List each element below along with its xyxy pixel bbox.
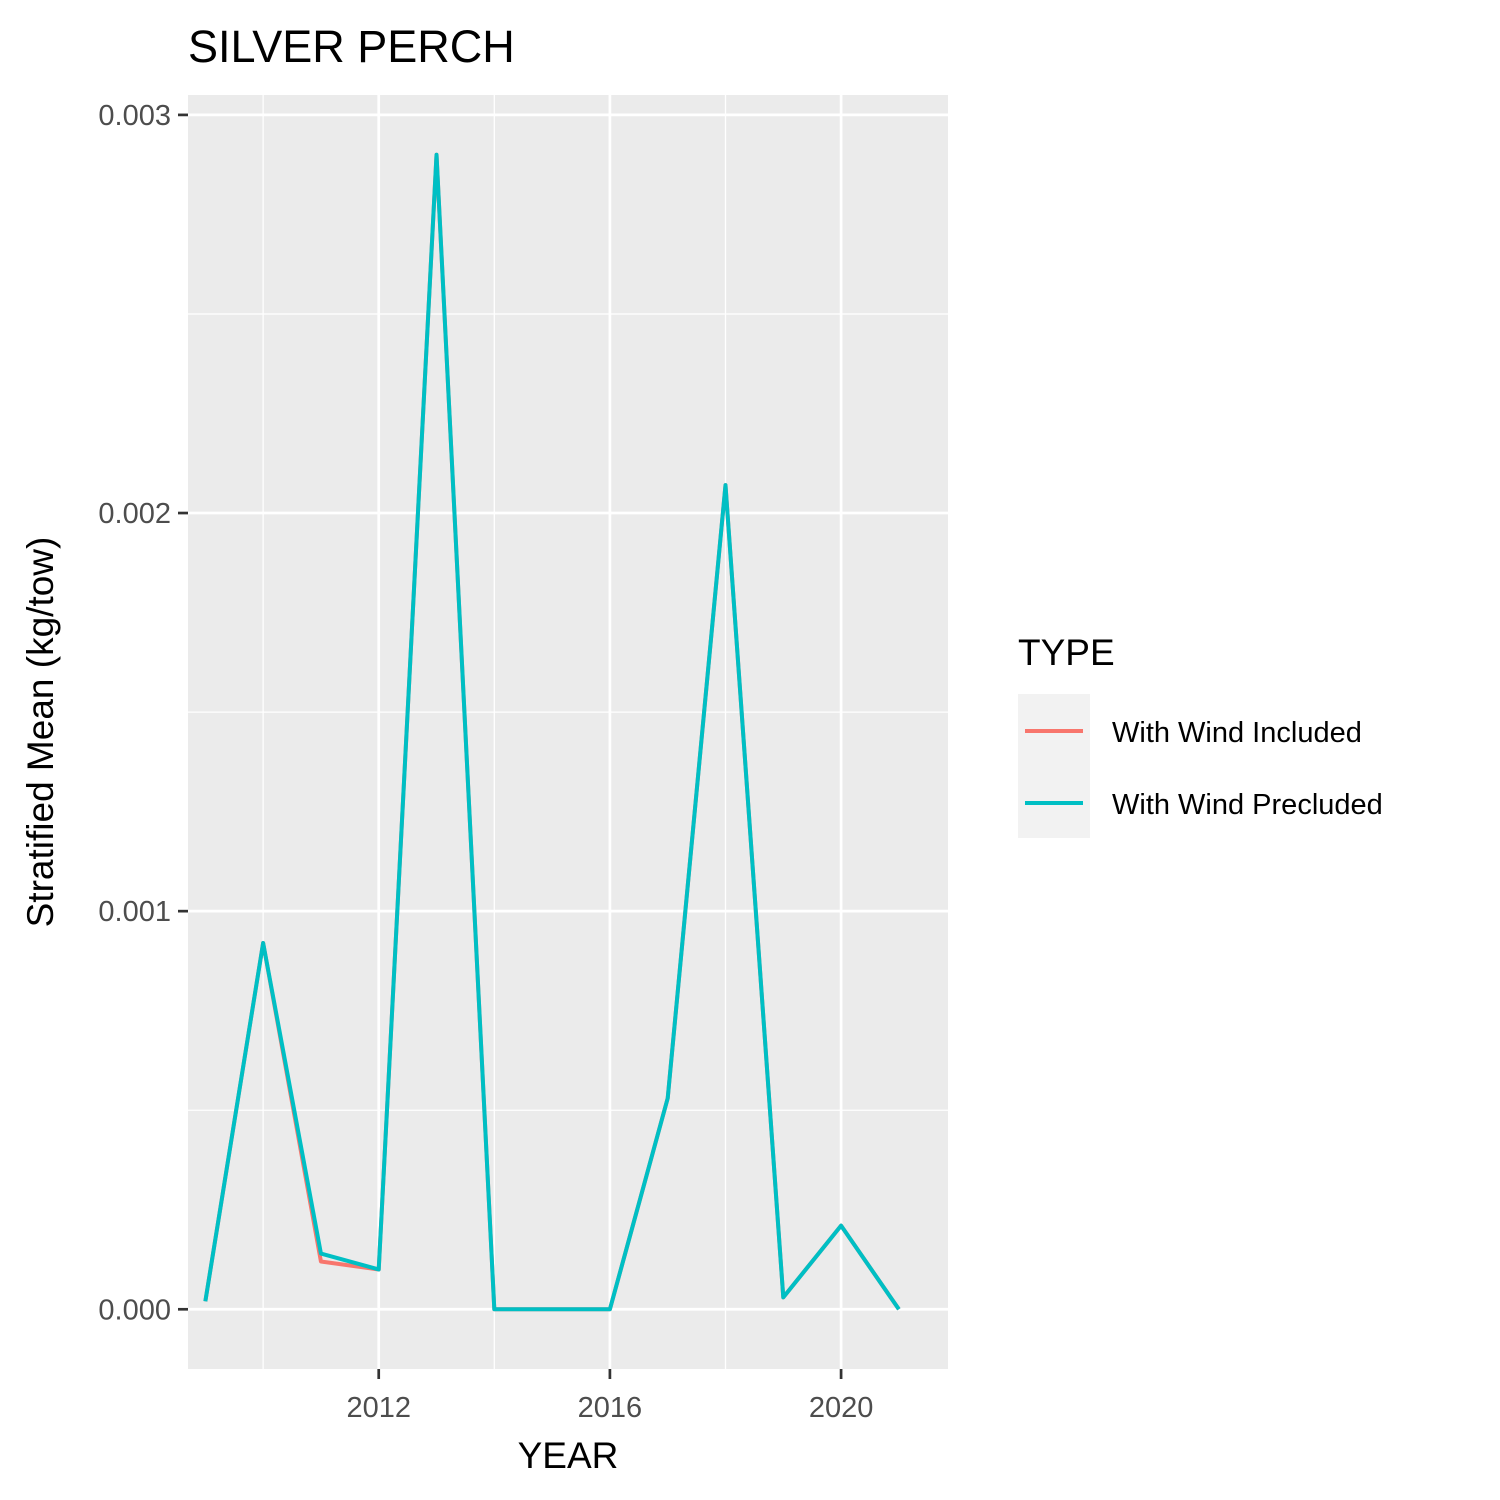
legend: TYPE With Wind Included With Wind Preclud… [1018, 632, 1383, 838]
legend-title: TYPE [1018, 632, 1115, 673]
x-axis-title: YEAR [518, 1435, 619, 1476]
major-gridlines [188, 95, 948, 1369]
legend-key-background [1018, 694, 1090, 838]
y-tick-label: 0.000 [98, 1294, 171, 1326]
x-tick-label: 2012 [346, 1392, 411, 1424]
series-lines [203, 152, 901, 1312]
minor-gridlines [188, 95, 948, 1369]
x-tick-label: 2016 [578, 1392, 643, 1424]
x-axis: 2012 2016 2020 [346, 1369, 873, 1424]
legend-label: With Wind Precluded [1112, 789, 1383, 821]
plot-panel [188, 95, 948, 1369]
chart-title: SILVER PERCH [188, 21, 515, 72]
y-tick-label: 0.003 [98, 100, 171, 132]
y-tick-label: 0.001 [98, 896, 171, 928]
y-axis-title: Stratified Mean (kg/tow) [20, 537, 61, 928]
y-tick-label: 0.002 [98, 498, 171, 530]
legend-label: With Wind Included [1112, 717, 1362, 749]
x-tick-label: 2020 [809, 1392, 874, 1424]
series-line [203, 152, 901, 1312]
y-axis: 0.000 0.001 0.002 0.003 [98, 100, 188, 1326]
legend-items: With Wind Included With Wind Precluded [1025, 717, 1383, 821]
